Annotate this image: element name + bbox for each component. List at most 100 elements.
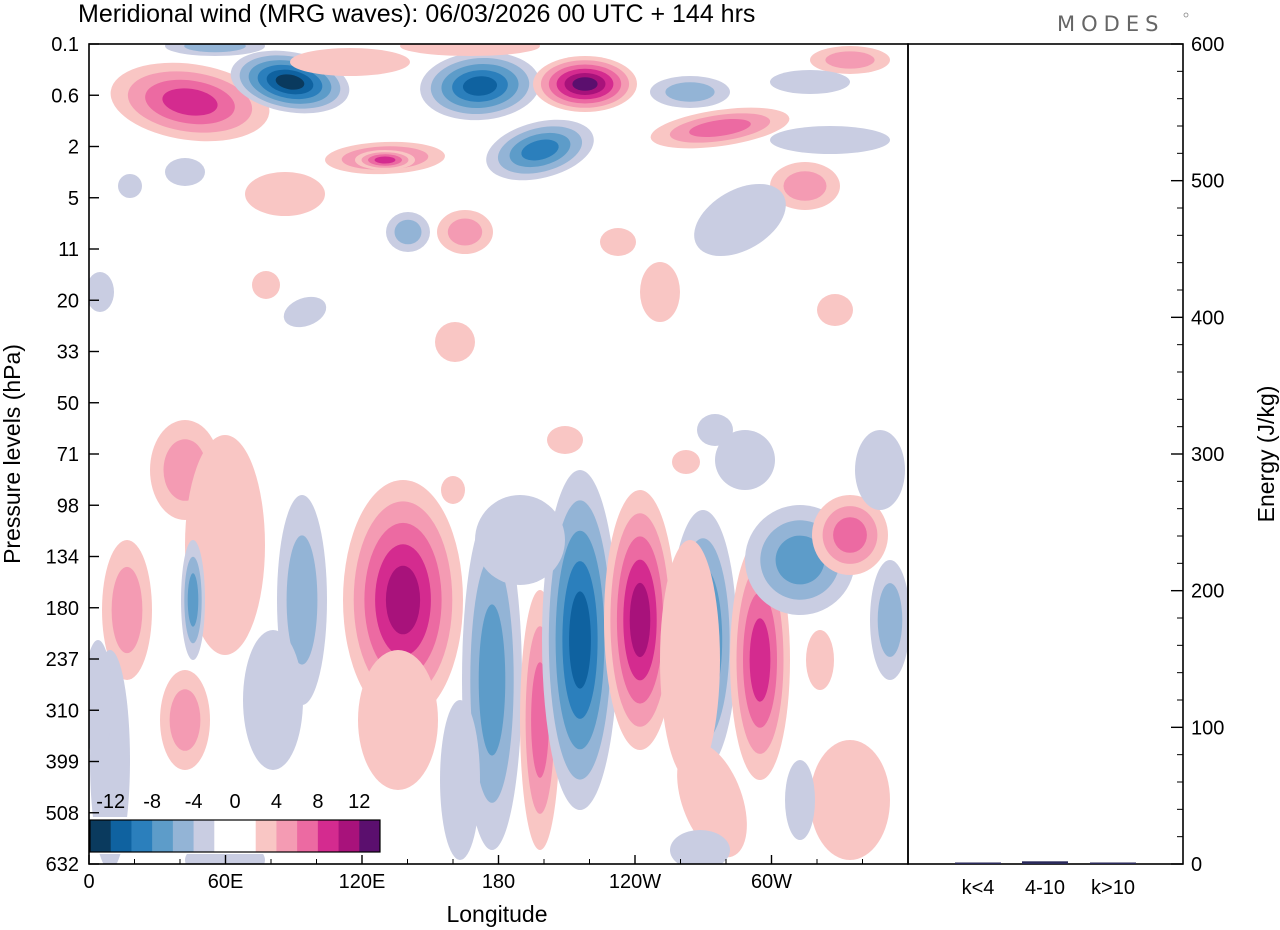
y-tick-label: 71: [57, 444, 79, 466]
y-tick-label: 632: [46, 854, 79, 876]
contour-level: [374, 156, 396, 164]
contour-blob: [806, 630, 834, 690]
contour-level: [810, 740, 890, 860]
energy-bar: [955, 862, 1001, 864]
colorbar-swatch: [214, 820, 236, 852]
contour-level: [478, 604, 506, 756]
x-tick-label: 0: [83, 871, 94, 893]
y-tick-label: 399: [46, 752, 79, 774]
contour-blob: [810, 740, 890, 860]
colorbar-swatch: [359, 820, 381, 852]
colorbar-swatch: [131, 820, 153, 852]
logo-text: MODES: [1057, 12, 1164, 36]
energy-tick-label: 500: [1191, 171, 1224, 193]
contour-level: [697, 414, 733, 446]
contour-level: [252, 271, 280, 299]
x-tick-label: 120E: [339, 871, 386, 893]
contour-blob: [533, 56, 637, 112]
colorbar-swatch: [235, 820, 257, 852]
contour-blob: [694, 183, 786, 257]
energy-bars: [955, 861, 1136, 864]
contour-blob: [770, 126, 890, 154]
contour-blob: [252, 271, 280, 299]
energy-panel: 0 100 200 300 400 500 600 k<4 4-10 k>10: [907, 34, 1224, 899]
contour-level: [833, 517, 867, 553]
energy-categories: k<4 4-10 k>10: [962, 877, 1135, 899]
energy-frame: [907, 43, 1184, 865]
contour-blob: [785, 760, 815, 840]
contour-blob: [441, 476, 465, 504]
y-tick-label: 508: [46, 803, 79, 825]
energy-tick-label: 100: [1191, 717, 1224, 739]
contour-blob: [475, 495, 565, 585]
colorbar-swatch: [152, 820, 174, 852]
contour-level: [283, 296, 327, 328]
contour-blob: [486, 119, 594, 181]
contour-blob: [243, 630, 303, 770]
energy-y-ticks: 0 100 200 300 400 500 600: [1171, 34, 1224, 876]
energy-category-label: 4-10: [1025, 877, 1065, 899]
contour-level: [572, 77, 598, 91]
contour-level: [817, 294, 853, 326]
y-tick-label: 11: [58, 239, 79, 261]
contour-blob: [435, 322, 475, 362]
contour-level: [660, 540, 720, 780]
contour-blob: [437, 210, 493, 254]
contour-blob: [604, 490, 676, 750]
contour-level: [89, 640, 112, 760]
contour-level: [775, 535, 825, 585]
modes-logo: MODES: [1057, 12, 1189, 36]
energy-category-label: k>10: [1091, 877, 1135, 899]
contour-blob: [420, 51, 540, 121]
contour-level: [290, 48, 410, 76]
colorbar: -12 -8 -4 0 4 8 12: [89, 791, 381, 854]
y-tick-label: 5: [68, 188, 79, 210]
contour-blob: [343, 480, 463, 720]
colorbar-swatch: [172, 820, 194, 852]
contour-level: [785, 760, 815, 840]
contour-level: [187, 573, 199, 627]
contour-level: [629, 582, 651, 658]
contour-level: [118, 174, 142, 198]
contour-level: [358, 650, 438, 790]
contour-blob: [290, 48, 410, 76]
contour-level: [111, 566, 143, 654]
contour-blob: [660, 540, 720, 780]
contour-blob: [283, 296, 327, 328]
contour-blob: [355, 150, 415, 170]
contour-blob: [400, 44, 540, 56]
contour-level: [770, 70, 850, 94]
contour-blob: [812, 495, 888, 575]
contour-level: [806, 630, 834, 690]
contour-blob: [245, 172, 325, 216]
contour-level: [475, 495, 565, 585]
contour-level: [665, 82, 715, 102]
contour-blob: [181, 540, 205, 660]
y-tick-label: 33: [57, 342, 79, 364]
contour-field: [89, 44, 908, 864]
x-tick-label: 60W: [751, 871, 792, 893]
contour-blob: [697, 414, 733, 446]
colorbar-label: 0: [229, 791, 240, 813]
contour-level: [783, 171, 827, 201]
energy-tick-label: 400: [1191, 307, 1224, 329]
colorbar-label: 8: [312, 791, 323, 813]
y-axis-ticks: 0.1 0.6 2 5 11 20 33 50 71 98 134 180 237 310 399 508 63…: [46, 34, 99, 876]
contour-level: [394, 219, 422, 245]
energy-bar: [1022, 861, 1068, 864]
contour-level: [400, 44, 540, 56]
contour-blob: [110, 62, 270, 142]
contour-level: [547, 426, 583, 454]
contour-level: [569, 591, 591, 689]
contour-blob: [358, 650, 438, 790]
contour-level: [440, 700, 480, 860]
energy-bar: [1090, 862, 1136, 864]
colorbar-swatch: [110, 820, 132, 852]
contour-level: [689, 118, 751, 138]
y-tick-label: 134: [46, 547, 79, 569]
chart-title: Meridional wind (MRG waves): 06/03/2026 …: [78, 0, 755, 28]
contour-blob: [810, 46, 890, 74]
contour-level: [672, 450, 700, 474]
y-tick-label: 98: [57, 495, 79, 517]
